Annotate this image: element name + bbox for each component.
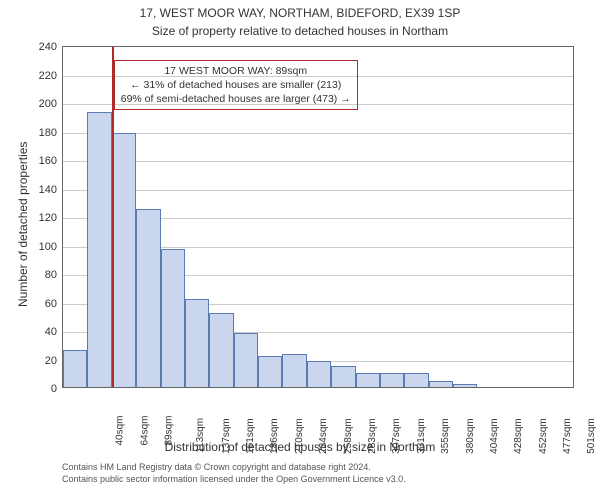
chart-title: 17, WEST MOOR WAY, NORTHAM, BIDEFORD, EX… (0, 6, 600, 20)
ytick-label: 220 (39, 70, 63, 82)
plot-area: 02040608010012014016018020022024017 WEST… (62, 46, 574, 388)
footer-line: Contains HM Land Registry data © Crown c… (62, 462, 406, 474)
ytick-label: 0 (51, 383, 63, 395)
footer-line: Contains public sector information licen… (62, 474, 406, 486)
ytick-label: 20 (45, 355, 63, 367)
ytick-label: 40 (45, 326, 63, 338)
grid-line (63, 161, 573, 162)
annotation-line: ← 31% of detached houses are smaller (21… (121, 78, 351, 92)
histogram-bar (136, 209, 160, 387)
annotation-line: 17 WEST MOOR WAY: 89sqm (121, 64, 351, 78)
ytick-label: 60 (45, 298, 63, 310)
histogram-bar (307, 361, 331, 387)
annotation-line: 69% of semi-detached houses are larger (… (121, 92, 351, 106)
histogram-bar (453, 384, 477, 387)
histogram-bar (161, 249, 185, 387)
histogram-bar (331, 366, 355, 387)
histogram-bar (185, 299, 209, 387)
histogram-bar (380, 373, 404, 387)
chart-subtitle: Size of property relative to detached ho… (0, 24, 600, 38)
footer: Contains HM Land Registry data © Crown c… (62, 462, 406, 485)
ytick-label: 200 (39, 98, 63, 110)
histogram-bar (63, 350, 87, 387)
histogram-bar (87, 112, 111, 387)
grid-line (63, 133, 573, 134)
histogram-bar (282, 354, 306, 387)
x-axis-label: Distribution of detached houses by size … (0, 440, 600, 454)
y-axis-label: Number of detached properties (16, 142, 30, 307)
histogram-bar (234, 333, 258, 387)
annotation-box: 17 WEST MOOR WAY: 89sqm← 31% of detached… (114, 60, 358, 111)
histogram-bar (112, 133, 136, 387)
histogram-bar (429, 381, 453, 387)
ytick-label: 100 (39, 241, 63, 253)
ytick-label: 120 (39, 212, 63, 224)
ytick-label: 160 (39, 155, 63, 167)
histogram-bar (258, 356, 282, 387)
ytick-label: 240 (39, 41, 63, 53)
histogram-bar (404, 373, 428, 387)
histogram-bar (356, 373, 380, 387)
histogram-bar (209, 313, 233, 387)
ytick-label: 80 (45, 269, 63, 281)
grid-line (63, 190, 573, 191)
ytick-label: 140 (39, 184, 63, 196)
ytick-label: 180 (39, 127, 63, 139)
